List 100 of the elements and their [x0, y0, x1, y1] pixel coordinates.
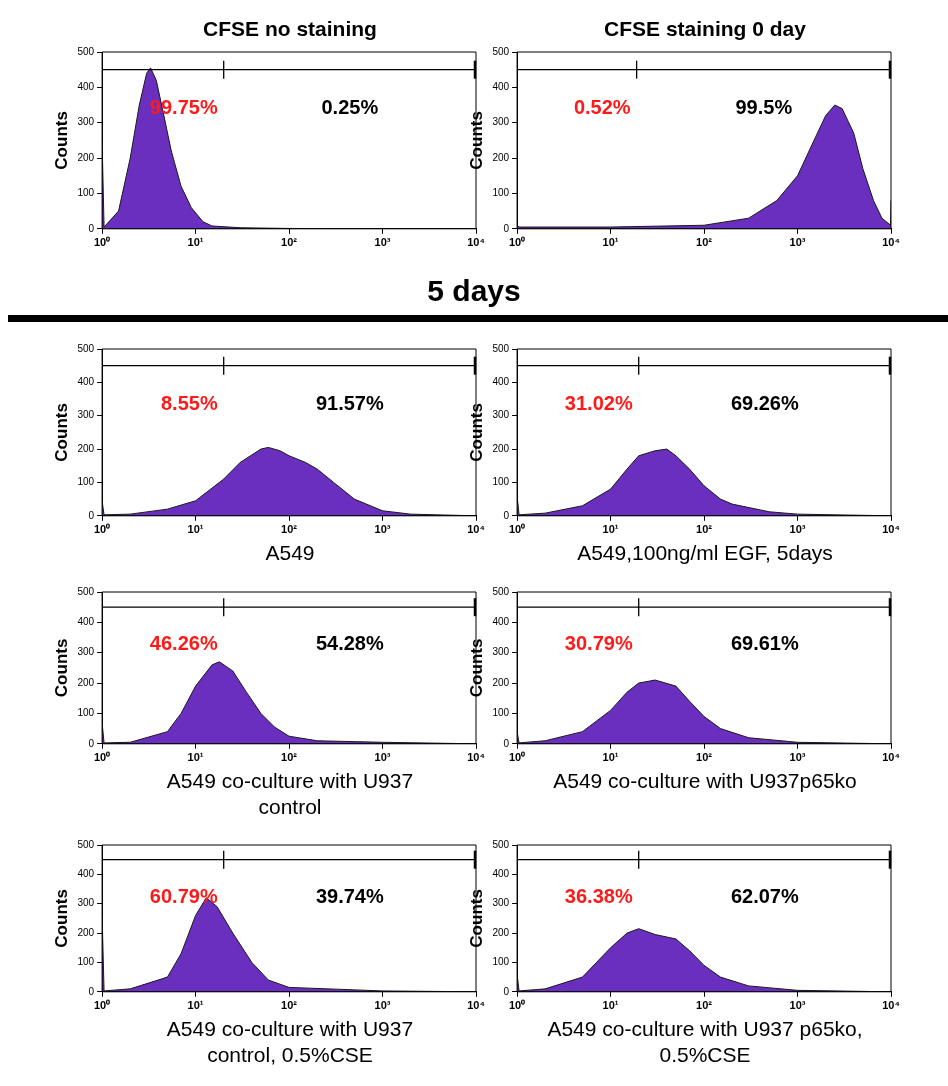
- annotation: 69.26%: [730, 391, 799, 414]
- annotation: 62.07%: [730, 884, 799, 907]
- y-axis-title: Counts: [466, 638, 486, 698]
- x-tick-label: 10⁰: [93, 751, 111, 764]
- annotation: 0.52%: [573, 96, 631, 119]
- x-tick-label: 10³: [374, 999, 391, 1012]
- y-tick-label: 400: [492, 868, 510, 880]
- y-tick-label: 200: [77, 151, 95, 163]
- y-tick-label: 500: [492, 45, 510, 57]
- y-tick-label: 400: [492, 376, 510, 388]
- y-tick-label: 400: [492, 81, 510, 93]
- y-tick-label: 100: [492, 187, 510, 199]
- x-tick-label: 10²: [281, 236, 298, 249]
- y-axis-title: Counts: [51, 111, 71, 170]
- y-tick-label: 200: [77, 442, 95, 454]
- x-axis-title: A549: [264, 540, 316, 566]
- y-tick-label: 100: [77, 956, 95, 968]
- x-tick-label: 10⁴: [467, 751, 485, 764]
- x-tick-label: 10⁴: [882, 999, 900, 1012]
- y-tick-label: 0: [88, 737, 95, 749]
- x-tick-label: 10⁰: [508, 751, 526, 764]
- y-tick-label: 100: [77, 187, 95, 199]
- x-tick-label: 10¹: [187, 236, 204, 249]
- x-tick-label: 10⁰: [93, 999, 111, 1012]
- y-tick-label: 300: [492, 409, 510, 421]
- y-tick-label: 0: [88, 509, 95, 521]
- y-tick-label: 400: [77, 868, 95, 880]
- x-tick-label: 10⁰: [93, 523, 111, 536]
- annotation: 46.26%: [149, 632, 218, 655]
- chart-title: CFSE staining 0 day: [603, 16, 807, 42]
- x-axis-title: A549 co-culture with U937 p65ko, 0.5%CSE: [546, 1016, 864, 1068]
- annotation: 54.28%: [315, 632, 384, 655]
- x-tick-label: 10¹: [602, 523, 619, 536]
- y-tick-label: 300: [492, 646, 510, 658]
- y-tick-label: 0: [503, 222, 510, 234]
- x-tick-label: 10⁰: [508, 523, 526, 536]
- x-tick-label: 10¹: [187, 751, 204, 764]
- annotation: 31.02%: [564, 391, 633, 414]
- y-tick-label: 100: [492, 707, 510, 719]
- x-tick-label: 10²: [281, 751, 298, 764]
- y-tick-label: 300: [492, 897, 510, 909]
- x-tick-label: 10³: [789, 236, 806, 249]
- y-tick-label: 100: [77, 707, 95, 719]
- chart-title: CFSE no staining: [202, 16, 378, 42]
- y-tick-label: 500: [77, 45, 95, 57]
- y-tick-label: 200: [492, 442, 510, 454]
- y-tick-label: 300: [77, 646, 95, 658]
- y-tick-label: 100: [77, 476, 95, 488]
- annotation: 39.74%: [315, 884, 384, 907]
- x-tick-label: 10³: [374, 523, 391, 536]
- x-tick-label: 10³: [789, 999, 806, 1012]
- x-tick-label: 10³: [789, 751, 806, 764]
- x-axis-title: A549 co-culture with U937 control, 0.5%CSE: [165, 1016, 415, 1068]
- annotation: 30.79%: [564, 632, 633, 655]
- x-tick-label: 10³: [374, 236, 391, 249]
- y-tick-label: 500: [492, 585, 510, 597]
- y-tick-label: 500: [492, 342, 510, 354]
- annotation: 0.25%: [321, 96, 379, 119]
- x-tick-label: 10¹: [602, 751, 619, 764]
- y-axis-title: Counts: [466, 111, 486, 170]
- x-tick-label: 10²: [696, 236, 713, 249]
- y-axis-title: Counts: [51, 403, 71, 462]
- x-axis-title: A549 co-culture with U937p65ko: [552, 768, 858, 794]
- y-tick-label: 100: [492, 476, 510, 488]
- y-tick-label: 0: [503, 985, 510, 997]
- x-tick-label: 10²: [696, 999, 713, 1012]
- x-tick-label: 10³: [374, 751, 391, 764]
- x-axis-title: A549,100ng/ml EGF, 5days: [576, 540, 834, 566]
- y-axis-title: Counts: [51, 638, 71, 698]
- chart-subtitle: 5 days: [426, 274, 522, 308]
- y-tick-label: 300: [77, 897, 95, 909]
- y-axis-title: Counts: [466, 403, 486, 462]
- y-tick-label: 300: [492, 116, 510, 128]
- y-tick-label: 200: [492, 151, 510, 163]
- y-tick-label: 0: [503, 509, 510, 521]
- x-tick-label: 10¹: [187, 523, 204, 536]
- x-tick-label: 10⁴: [467, 236, 485, 249]
- y-tick-label: 200: [77, 926, 95, 938]
- y-tick-label: 0: [88, 222, 95, 234]
- y-tick-label: 0: [503, 737, 510, 749]
- y-axis-title: Counts: [466, 889, 486, 948]
- annotation: 99.5%: [735, 96, 793, 119]
- x-tick-label: 10⁴: [882, 751, 900, 764]
- y-tick-label: 500: [492, 838, 510, 850]
- y-tick-label: 200: [492, 926, 510, 938]
- x-tick-label: 10²: [281, 999, 298, 1012]
- annotation: 36.38%: [564, 884, 633, 907]
- y-tick-label: 300: [77, 409, 95, 421]
- y-tick-label: 400: [77, 616, 95, 628]
- y-tick-label: 500: [77, 585, 95, 597]
- x-tick-label: 10²: [281, 523, 298, 536]
- x-tick-label: 10²: [696, 523, 713, 536]
- x-tick-label: 10¹: [602, 236, 619, 249]
- y-tick-label: 400: [492, 616, 510, 628]
- x-tick-label: 10¹: [602, 999, 619, 1012]
- annotation: 60.79%: [149, 884, 218, 907]
- x-tick-label: 10⁴: [467, 523, 485, 536]
- y-tick-label: 400: [77, 376, 95, 388]
- x-axis-title: A549 co-culture with U937 control: [165, 768, 415, 820]
- y-tick-label: 200: [492, 676, 510, 688]
